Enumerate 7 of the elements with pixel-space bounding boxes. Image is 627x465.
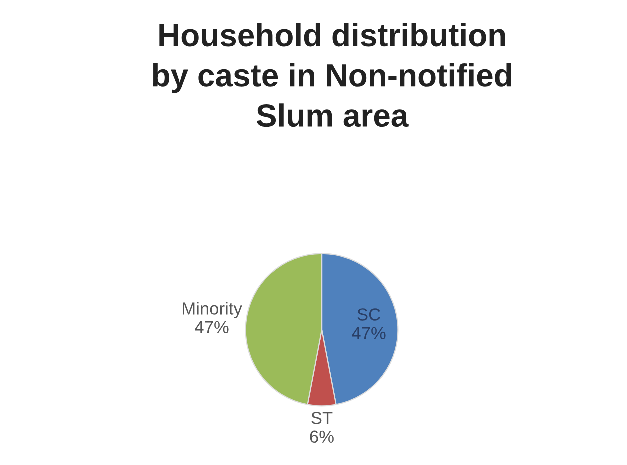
- data-label: 47%: [352, 327, 386, 340]
- chart-title: Household distribution by caste in Non-notified Slum area: [153, 23, 512, 128]
- slice-label: ST: [312, 412, 333, 424]
- slice-label: SC: [358, 308, 380, 321]
- data-label: 47%: [195, 321, 229, 334]
- data-label: 6%: [310, 430, 334, 444]
- slice-label: Minority: [183, 302, 242, 318]
